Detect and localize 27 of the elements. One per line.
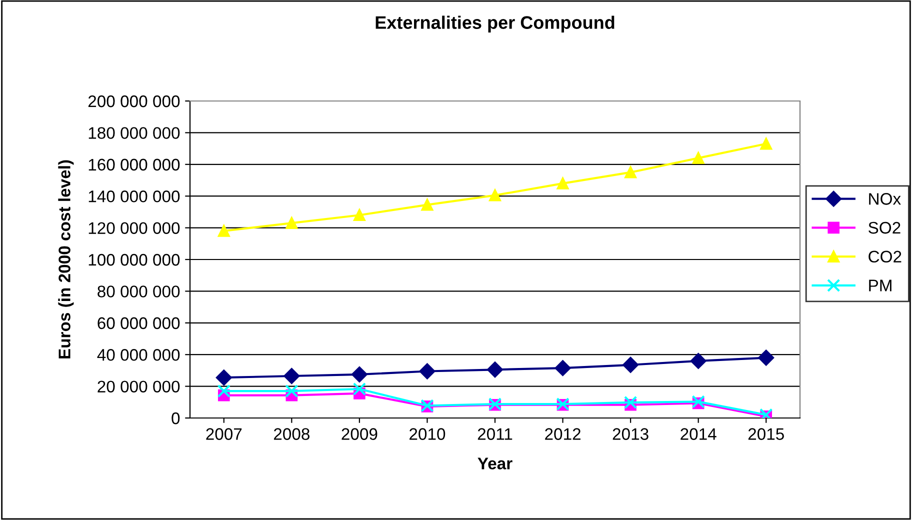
y-axis-title: Euros (in 2000 cost level) bbox=[58, 160, 74, 358]
y-tick-label: 60 000 000 bbox=[98, 317, 180, 330]
y-tick-label: 180 000 000 bbox=[88, 127, 180, 139]
x-tick-label: 2012 bbox=[545, 428, 580, 440]
y-tick-label: 100 000 000 bbox=[88, 254, 180, 266]
x-tick-label: 2015 bbox=[748, 428, 784, 440]
y-tick-label: 200 000 000 bbox=[88, 95, 180, 108]
legend-label: NOx bbox=[869, 193, 901, 205]
chart-title: Externalities per Compound bbox=[376, 16, 614, 33]
y-tick-label: 160 000 000 bbox=[88, 158, 180, 171]
y-tick-label: 40 000 000 bbox=[97, 349, 180, 361]
x-tick-label: 2013 bbox=[612, 428, 648, 440]
y-tick-label: 140 000 000 bbox=[88, 190, 180, 202]
y-tick-label: 20 000 000 bbox=[98, 380, 180, 393]
legend-label: SO2 bbox=[868, 222, 900, 234]
y-tick-label: 120 000 000 bbox=[88, 222, 180, 234]
y-tick-label: 80 000 000 bbox=[98, 286, 180, 298]
x-tick-label: 2008 bbox=[274, 428, 310, 440]
x-tick-label: 2010 bbox=[410, 428, 446, 440]
x-tick-label: 2014 bbox=[680, 428, 716, 440]
legend-label: PM bbox=[869, 280, 892, 292]
legend-label: CO2 bbox=[868, 250, 902, 263]
x-tick-label: 2011 bbox=[478, 428, 512, 440]
x-tick-label: 2009 bbox=[342, 428, 378, 440]
y-tick-label: 0 bbox=[172, 412, 180, 424]
x-tick-label: 2007 bbox=[206, 428, 242, 440]
x-axis-title: Year bbox=[478, 458, 512, 470]
